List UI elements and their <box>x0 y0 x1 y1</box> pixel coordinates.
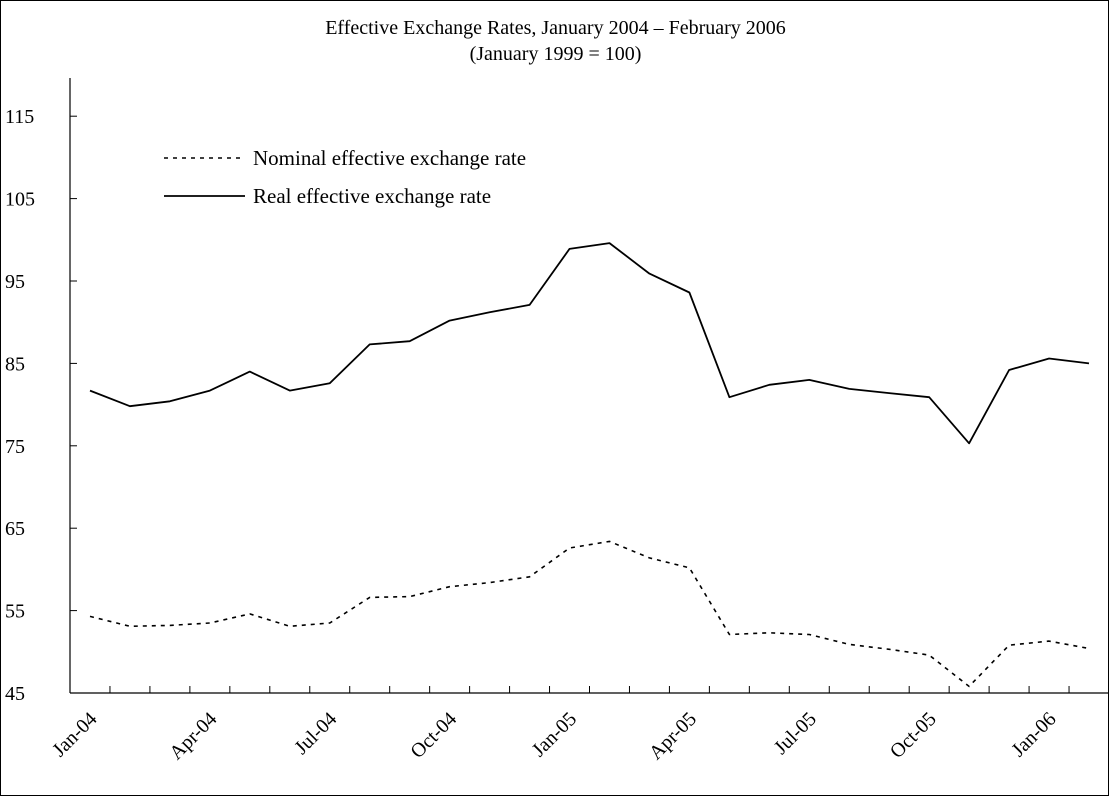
y-tick-label: 85 <box>5 353 25 375</box>
x-tick-label: Apr-05 <box>645 708 701 764</box>
nominal-rate-line <box>89 540 1090 688</box>
x-tick-label: Oct-05 <box>886 708 941 763</box>
x-tick-label: Jan-04 <box>48 708 101 761</box>
y-tick-label: 95 <box>5 271 25 293</box>
y-tick-label: 105 <box>5 189 35 211</box>
x-tick-label: Jan-06 <box>1007 708 1060 761</box>
y-tick-label: 65 <box>5 518 25 540</box>
y-tick-label: 55 <box>5 601 25 623</box>
y-tick-label: 75 <box>5 436 25 458</box>
x-tick-label: Oct-04 <box>406 708 461 763</box>
x-tick-label: Apr-04 <box>165 708 221 764</box>
real-rate-line <box>89 242 1090 445</box>
x-tick-label: Jul-04 <box>290 708 341 759</box>
legend-label: Real effective exchange rate <box>253 184 491 208</box>
x-tick-label: Jul-05 <box>770 708 821 759</box>
chart-subtitle: (January 1999 = 100) <box>469 43 642 65</box>
y-tick-label: 45 <box>5 683 25 705</box>
x-tick-label: Jan-05 <box>528 708 581 761</box>
chart-title: Effective Exchange Rates, January 2004 –… <box>325 17 786 39</box>
y-tick-label: 115 <box>5 106 34 128</box>
legend-label: Nominal effective exchange rate <box>253 146 526 170</box>
